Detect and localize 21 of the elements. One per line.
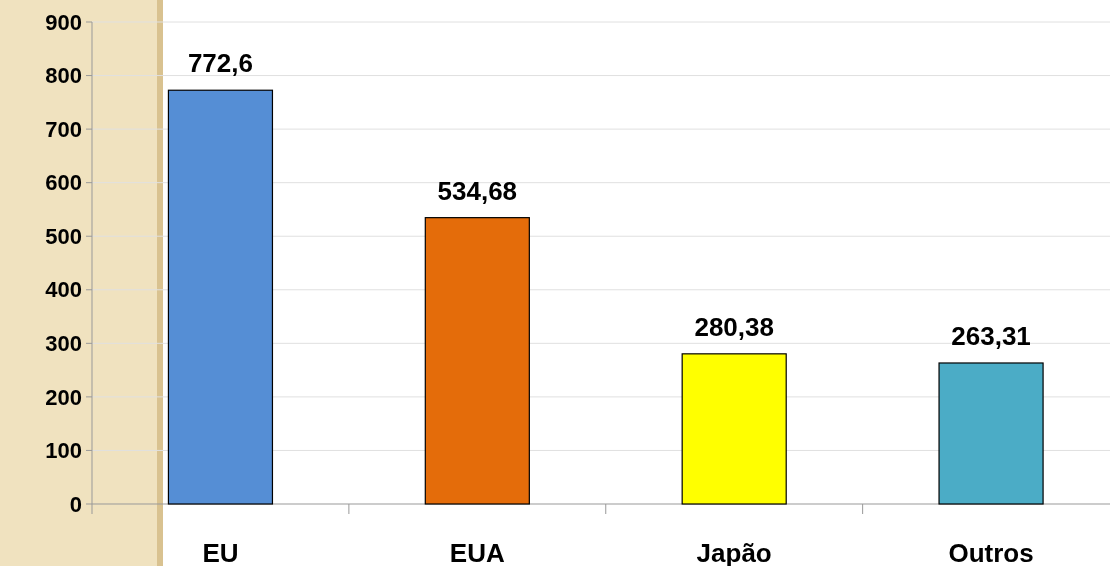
y-tick-label: 300 [45,331,82,357]
bar [167,89,274,505]
y-tick-label: 700 [45,116,82,142]
y-tick-label: 100 [45,438,82,464]
x-tick-label: Outros [948,538,1034,566]
bar [681,353,787,505]
y-tick-label: 200 [45,384,82,410]
y-tick-label: 600 [45,170,82,196]
y-tick-label: 500 [45,223,82,249]
data-label: 772,6 [187,48,253,79]
bar [938,362,1044,505]
data-label: 280,38 [694,311,774,342]
y-tick-label: 900 [45,9,82,35]
y-tick-label: 800 [45,63,82,89]
x-tick-label: EU [202,538,239,566]
data-label: 534,68 [437,175,518,206]
bar [424,217,530,505]
data-label: 263,31 [951,320,1031,351]
y-tick-label: 400 [45,277,82,303]
x-tick-label: EUA [449,538,505,566]
y-tick-label: 0 [69,491,82,517]
